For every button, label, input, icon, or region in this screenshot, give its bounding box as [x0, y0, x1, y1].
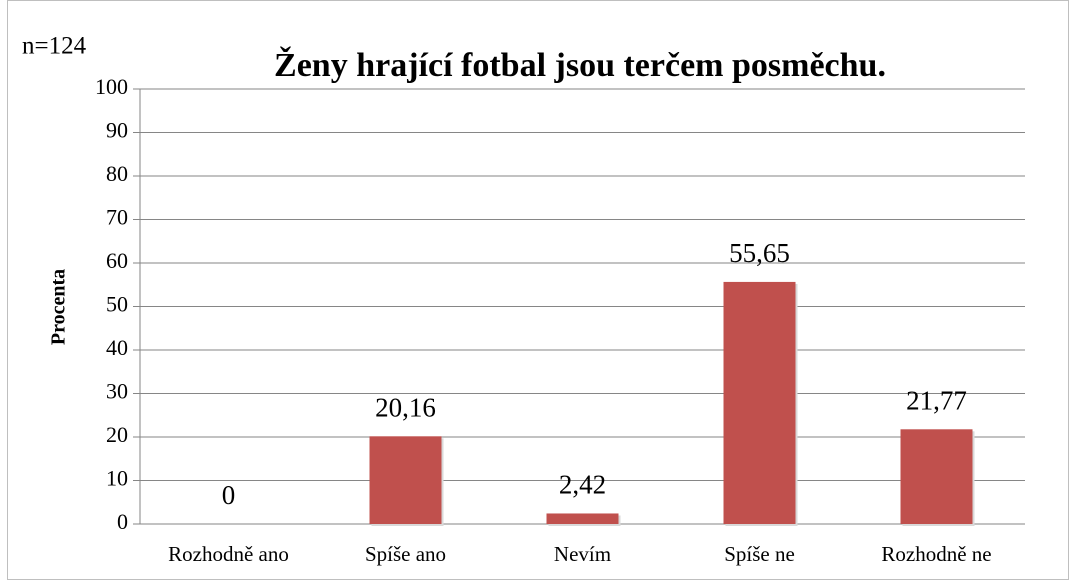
bar — [369, 436, 442, 524]
x-tick-label: Spíše ne — [724, 542, 795, 566]
y-tick-label: 80 — [106, 161, 128, 186]
bar — [900, 429, 973, 524]
x-tick-label: Rozhodně ne — [881, 542, 991, 566]
x-tick-label: Rozhodně ano — [168, 542, 289, 566]
chart-frame — [7, 0, 1069, 580]
y-tick-label: 10 — [106, 466, 128, 491]
chart-title: Ženy hrající fotbal jsou terčem posměchu… — [274, 46, 886, 84]
y-tick-label: 70 — [106, 205, 128, 230]
y-tick-label: 100 — [95, 74, 128, 99]
y-tick-label: 0 — [117, 509, 128, 534]
sample-size: n=124 — [22, 33, 87, 60]
data-label: 0 — [222, 480, 236, 510]
y-axis-label: Procenta — [48, 269, 70, 345]
data-label: 2,42 — [559, 470, 606, 500]
y-tick-label: 20 — [106, 422, 128, 447]
x-tick-label: Nevím — [554, 542, 611, 566]
data-label: 55,65 — [729, 238, 790, 268]
bar — [723, 281, 796, 524]
y-tick-label: 40 — [106, 335, 128, 360]
data-label: 20,16 — [375, 393, 436, 423]
y-tick-label: 30 — [106, 379, 128, 404]
bar — [546, 513, 619, 524]
data-label: 21,77 — [906, 386, 967, 416]
y-tick-label: 60 — [106, 248, 128, 273]
y-tick-label: 90 — [106, 118, 128, 143]
x-tick-label: Spíše ano — [365, 542, 446, 566]
y-tick-label: 50 — [106, 292, 128, 317]
